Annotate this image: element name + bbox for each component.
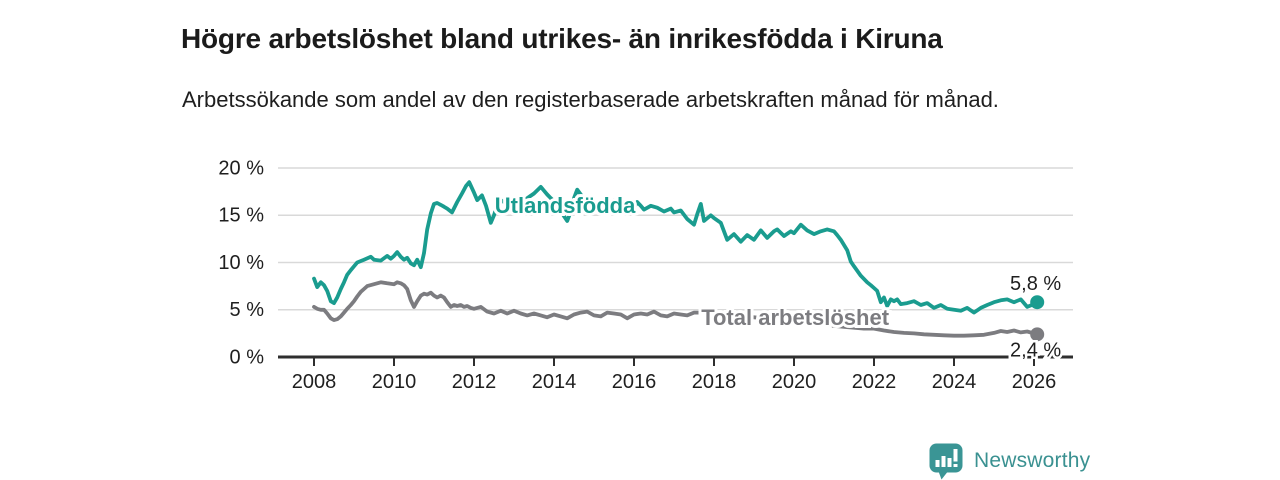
series-end-dot-total-arbetsloshet (1030, 327, 1045, 342)
x-tick-label: 2012 (452, 371, 497, 393)
series-end-dot-utlandsfodda (1030, 295, 1045, 310)
series-name-label-total-arbetsloshet: Total arbetslöshet (701, 305, 890, 330)
x-tick-label: 2016 (612, 371, 657, 393)
x-tick-label: 2022 (852, 371, 897, 393)
end-value-label-utlandsfodda: 5,8 % (1010, 273, 1061, 295)
chart-canvas: 0 % 5 % 10 % 15 % 20 % 2008 2010 2012 2014 2016 20… (218, 157, 1073, 393)
y-tick-label: 10 % (218, 252, 264, 274)
x-tick-label: 2024 (932, 371, 977, 393)
page-title: Högre arbetslöshet bland utrikes- än inr… (181, 22, 943, 54)
end-value-label-total-arbetsloshet: 2,4 % (1010, 339, 1061, 361)
series-line-total-arbetsloshet (312, 280, 1040, 338)
y-tick-label: 15 % (218, 205, 264, 227)
x-tick-label: 2008 (292, 371, 337, 393)
brand-name: Newsworthy (974, 449, 1091, 472)
y-tick-label: 20 % (218, 157, 264, 179)
x-tick-label: 2018 (692, 371, 737, 393)
newsworthy-logo: Newsworthy (928, 442, 1090, 480)
x-tick-label: 2026 (1012, 371, 1057, 393)
x-tick-label: 2014 (532, 371, 577, 393)
x-tick-label: 2010 (372, 371, 417, 393)
series-name-label-utlandsfodda: Utlandsfödda (495, 193, 636, 218)
chart-subtitle: Arbetssökande som andel av den registerb… (182, 87, 999, 112)
y-tick-label: 0 % (230, 346, 265, 368)
x-tick-label: 2020 (772, 371, 817, 393)
line-chart: 0 % 5 % 10 % 15 % 20 % 2008 2010 2012 2014 2016 20… (0, 140, 1280, 420)
newsworthy-bars-speech-bubble-icon (929, 443, 963, 480)
series-line-utlandsfodda (312, 180, 1040, 315)
y-tick-label: 5 % (230, 299, 265, 321)
